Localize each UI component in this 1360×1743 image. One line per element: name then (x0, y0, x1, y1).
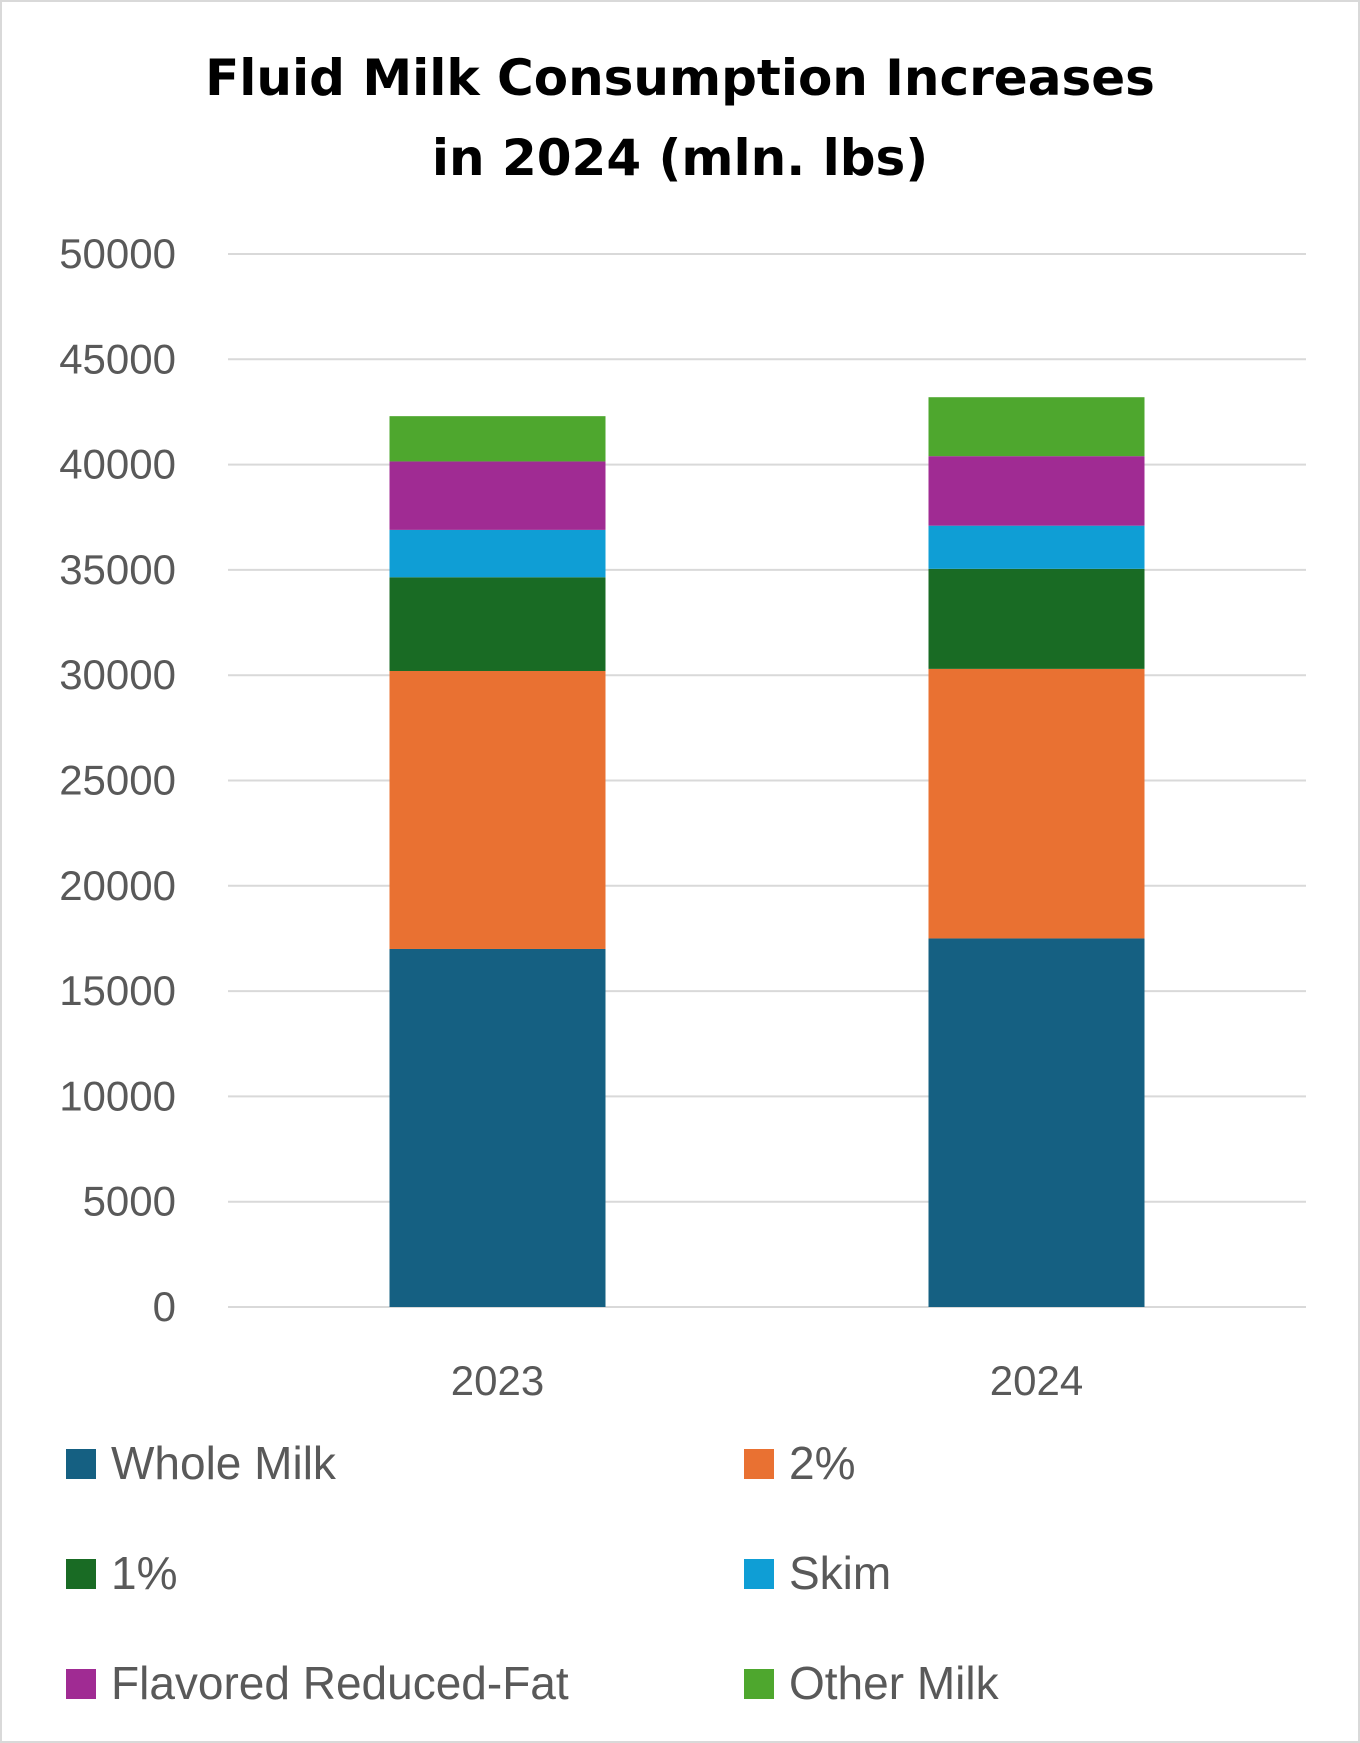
legend-label: Other Milk (789, 1657, 1000, 1709)
chart-title-line-2: in 2024 (mln. lbs) (431, 129, 929, 187)
bar-segment (389, 948, 606, 1307)
x-axis-tick-labels: 2023 2024 (451, 1357, 1083, 1404)
y-tick-label: 30000 (59, 651, 176, 698)
legend-label: Flavored Reduced-Fat (111, 1657, 569, 1709)
x-tick-label: 2023 (451, 1357, 544, 1404)
y-tick-label: 50000 (59, 230, 176, 277)
y-axis-tick-labels: 0 5000 10000 15000 20000 25000 30000 35000 40000… (59, 230, 176, 1330)
legend-swatch (744, 1449, 774, 1479)
legend: Whole Milk 2% 1% Skim Flavored Reduced-Fat Ot… (66, 1437, 1000, 1709)
bar-segment (389, 461, 606, 530)
bar-segment (389, 577, 606, 671)
legend-swatch (744, 1559, 774, 1589)
bar-segment (928, 456, 1145, 526)
y-tick-label: 35000 (59, 546, 176, 593)
y-tick-label: 15000 (59, 967, 176, 1014)
legend-label: 2% (789, 1437, 855, 1489)
y-tick-label: 0 (153, 1283, 176, 1330)
bar-segment (928, 568, 1145, 669)
bar-segments (389, 397, 1145, 1307)
bar-segment (928, 668, 1145, 939)
chart-title-line-1: Fluid Milk Consumption Increases (205, 49, 1155, 107)
legend-swatch (66, 1669, 96, 1699)
chart-title: Fluid Milk Consumption Increases in 2024… (0, 38, 1360, 198)
legend-swatch (66, 1559, 96, 1589)
bar-segment (389, 670, 606, 949)
legend-label: Whole Milk (111, 1437, 337, 1489)
bar-segment (389, 416, 606, 462)
x-tick-label: 2024 (990, 1357, 1083, 1404)
bar-segment (928, 938, 1145, 1307)
bar-segment (928, 397, 1145, 457)
y-tick-label: 10000 (59, 1072, 176, 1119)
legend-label: 1% (111, 1547, 177, 1599)
bar-segment (928, 525, 1145, 569)
bar-segment (389, 529, 606, 578)
legend-swatch (744, 1669, 774, 1699)
legend-label: Skim (789, 1547, 891, 1599)
legend-swatch (66, 1449, 96, 1479)
y-tick-label: 45000 (59, 335, 176, 382)
y-tick-label: 20000 (59, 862, 176, 909)
y-tick-label: 5000 (83, 1178, 176, 1225)
y-tick-label: 25000 (59, 757, 176, 804)
y-tick-label: 40000 (59, 441, 176, 488)
